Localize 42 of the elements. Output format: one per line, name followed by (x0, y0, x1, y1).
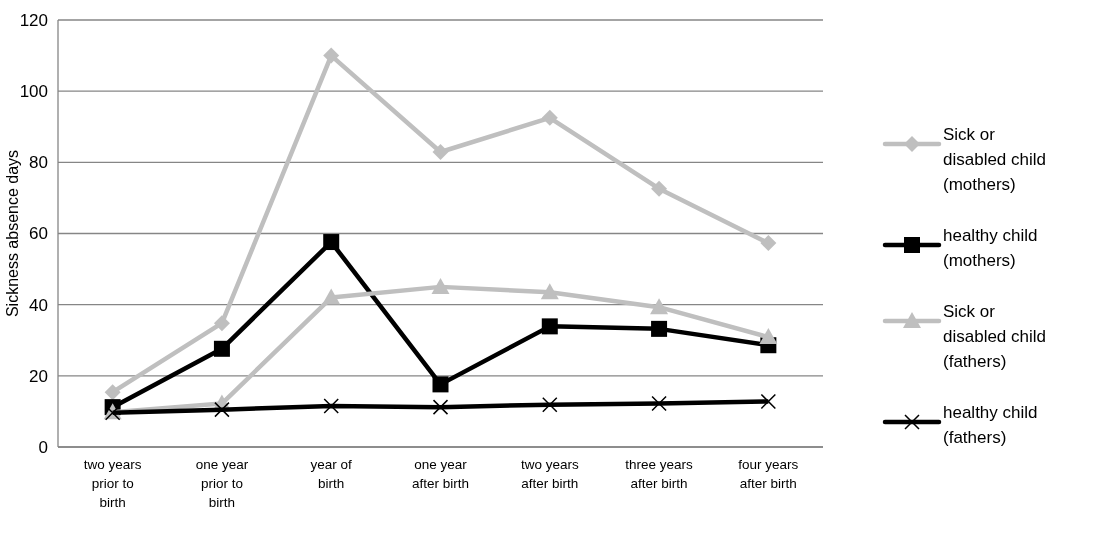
x-tick-label: four years after birth (738, 457, 799, 491)
point (650, 298, 669, 315)
legend-label: Sick or disabled child (mothers) (943, 125, 1047, 194)
point (322, 288, 341, 305)
point (432, 399, 449, 415)
point (432, 144, 449, 161)
x-tick-label: one year after birth (411, 457, 470, 491)
point (323, 234, 340, 251)
x-tick-label: two years after birth (520, 457, 579, 491)
point (651, 180, 668, 197)
point (213, 315, 230, 332)
y-axis-title: Sickness absence days (4, 149, 21, 318)
point (651, 395, 667, 412)
y-tick-label: 20 (29, 366, 48, 386)
y-tick-label: 0 (38, 437, 48, 457)
legend-label: healthy child (fathers) (943, 403, 1038, 447)
legend-label: healthy child (mothers) (943, 226, 1038, 270)
y-tick-label: 60 (29, 224, 48, 244)
legend-label: Sick or disabled child (fathers) (943, 302, 1047, 371)
y-tick-label: 40 (29, 295, 48, 315)
point (759, 328, 778, 345)
point (431, 277, 450, 294)
point (540, 283, 559, 300)
point (760, 235, 777, 252)
x-tick-label: three years after birth (625, 457, 694, 491)
point (651, 320, 668, 337)
point (323, 398, 339, 414)
x-tick-label: year of birth (310, 457, 353, 491)
y-tick-label: 120 (19, 10, 48, 30)
point (104, 384, 121, 401)
point (323, 47, 340, 64)
x-tick-label: one year prior to birth (195, 457, 249, 510)
x-tick-label: two years prior to birth (83, 457, 142, 510)
point (213, 340, 230, 357)
point (541, 318, 558, 335)
point (214, 401, 230, 418)
point (432, 376, 449, 393)
point (541, 109, 558, 126)
y-tick-label: 80 (29, 153, 48, 173)
point (542, 396, 558, 413)
y-tick-label: 100 (19, 82, 48, 102)
point (760, 393, 777, 410)
